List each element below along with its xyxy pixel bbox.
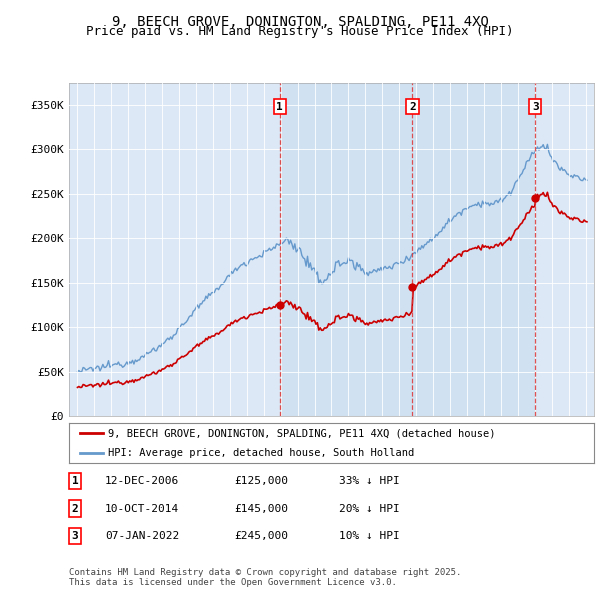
Point — [275, 300, 284, 310]
Text: 20% ↓ HPI: 20% ↓ HPI — [339, 504, 400, 513]
Text: 9, BEECH GROVE, DONINGTON, SPALDING, PE11 4XQ: 9, BEECH GROVE, DONINGTON, SPALDING, PE1… — [112, 15, 488, 29]
Text: 12-DEC-2006: 12-DEC-2006 — [105, 476, 179, 486]
Text: £145,000: £145,000 — [234, 504, 288, 513]
Text: 3: 3 — [532, 101, 539, 112]
Text: 3: 3 — [71, 532, 79, 541]
Text: 33% ↓ HPI: 33% ↓ HPI — [339, 476, 400, 486]
Bar — [280, 83, 535, 416]
Text: 07-JAN-2022: 07-JAN-2022 — [105, 532, 179, 541]
Text: 1: 1 — [277, 101, 283, 112]
Text: 1: 1 — [71, 476, 79, 486]
Text: 2: 2 — [409, 101, 416, 112]
Text: 10-OCT-2014: 10-OCT-2014 — [105, 504, 179, 513]
Text: £245,000: £245,000 — [234, 532, 288, 541]
Text: 10% ↓ HPI: 10% ↓ HPI — [339, 532, 400, 541]
Point — [530, 194, 540, 203]
Text: 2: 2 — [71, 504, 79, 513]
Text: £125,000: £125,000 — [234, 476, 288, 486]
Text: 9, BEECH GROVE, DONINGTON, SPALDING, PE11 4XQ (detached house): 9, BEECH GROVE, DONINGTON, SPALDING, PE1… — [109, 428, 496, 438]
Point — [407, 283, 417, 292]
Text: Price paid vs. HM Land Registry's House Price Index (HPI): Price paid vs. HM Land Registry's House … — [86, 25, 514, 38]
Text: Contains HM Land Registry data © Crown copyright and database right 2025.
This d: Contains HM Land Registry data © Crown c… — [69, 568, 461, 587]
Text: HPI: Average price, detached house, South Holland: HPI: Average price, detached house, Sout… — [109, 448, 415, 458]
